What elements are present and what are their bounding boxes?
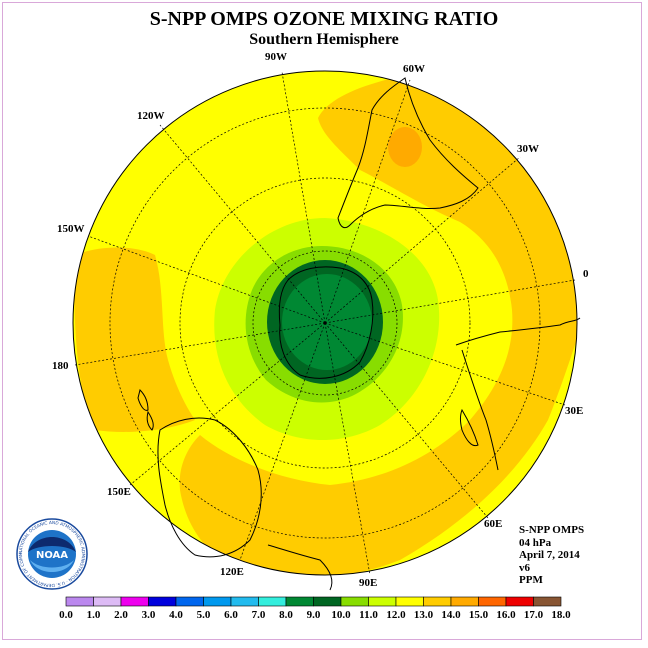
map-title: S-NPP OMPS OZONE MIXING RATIO [149,8,499,30]
legend-cell [450,596,479,607]
legend-cell [368,596,397,607]
contour-14-15 [388,127,422,167]
legend-cell [230,596,259,607]
legend-cell [395,596,424,607]
legend-cell [533,596,562,607]
coastlines [137,77,581,591]
legend-cell [65,596,94,607]
map-boundary [72,70,578,576]
info-version: v6 [519,561,530,574]
lat-circle-50 [179,177,471,469]
lon-label-120w: 120W [137,110,165,122]
coast-indonesia [267,544,333,591]
coast-newzealand [137,389,154,431]
legend-cell [120,596,149,607]
map-subtitle: Southern Hemisphere [249,31,399,48]
coast-madagascar [460,408,479,447]
meridian-120e [239,322,326,561]
info-level: 04 hPa [519,536,552,549]
lon-label-180: 180 [52,360,69,372]
lon-label-30w: 30W [517,143,539,155]
logo-bird [28,537,76,552]
meridian-90w [281,71,326,324]
info-block: S-NPP OMPS 04 hPa April 7, 2014 v6 PPM [519,524,584,587]
legend-cell [258,596,287,607]
lat-circle-30 [109,107,541,539]
lon-label-0: 0 [583,268,589,280]
legend-cells [65,596,562,607]
coast-south-america [337,77,479,229]
lat-circle-70 [252,250,398,396]
legend-tick-label: 8.0 [279,609,293,621]
logo-text: NOAA [36,550,68,561]
legend-tick-label: 18.0 [551,609,571,621]
legend-tick-label: 15.0 [468,609,489,621]
noaa-logo: NATIONAL OCEANIC AND ATMOSPHERIC ADMINIS… [16,518,88,590]
figure-frame [2,2,642,640]
legend-tick-label: 5.0 [196,609,211,621]
meridian-30w [324,156,521,324]
legend-cell [478,596,507,607]
graticule [74,71,576,576]
meridian-120w [159,124,326,324]
legend-cell [175,596,204,607]
coast-africa [455,317,581,471]
legend-cell [313,596,342,607]
legend-tick-label: 2.0 [114,609,128,621]
lon-label-150w: 150W [57,223,85,235]
contour-13-14-pacific [74,247,195,432]
legend-tick-label: 17.0 [523,609,544,621]
legend-tick-label: 3.0 [141,609,156,621]
legend-cell [340,596,369,607]
lon-label-90e: 90E [359,577,378,589]
legend-tick-label: 6.0 [224,609,238,621]
lon-label-30e: 30E [565,405,584,417]
lon-label-60w: 60W [403,63,425,75]
lon-label-150e: 150E [107,486,131,498]
contour-13-14-southamerica [179,72,577,575]
legend-cell [285,596,314,607]
legend-tick-label: 9.0 [306,609,321,621]
lon-label-120e: 120E [220,566,244,578]
legend-cell [505,596,534,607]
legend-tick-label: 16.0 [496,609,516,621]
lon-label-90w: 90W [265,51,287,63]
legend-tick-label: 12.0 [386,609,406,621]
legend-tick-label: 4.0 [169,609,183,621]
coast-antarctica [278,266,374,379]
legend-tick-label: 13.0 [413,609,434,621]
legend-cell [203,596,232,607]
meridian-90e [324,322,371,576]
legend-tick-label: 7.0 [251,609,266,621]
legend-cell [93,596,122,607]
meridian-60w [324,79,411,324]
legend-tick-label: 11.0 [359,609,378,621]
info-date: April 7, 2014 [519,549,580,561]
legend-cell [148,596,177,607]
legend-tick-label: 10.0 [331,609,351,621]
legend-cell [423,596,452,607]
legend-tick-label: 14.0 [441,609,461,621]
coast-australia [157,417,262,558]
legend-tick-label: 0.0 [59,609,73,621]
lon-label-60e: 60E [484,518,503,530]
logo-wave [30,560,74,572]
info-units: PPM [519,574,543,586]
info-instrument: S-NPP OMPS [519,524,585,536]
legend-tick-label: 1.0 [86,609,101,621]
